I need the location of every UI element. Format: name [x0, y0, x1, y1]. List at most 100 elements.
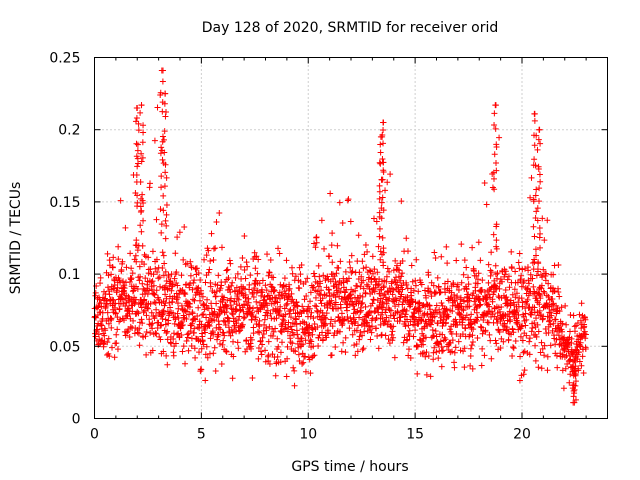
data-point [194, 313, 201, 320]
data-point [454, 281, 461, 288]
data-point [140, 122, 147, 129]
data-point [510, 344, 517, 351]
data-point [526, 335, 533, 342]
data-point [339, 220, 346, 227]
data-point [195, 284, 202, 291]
data-point [561, 334, 568, 341]
data-point [168, 287, 175, 294]
data-point [155, 275, 162, 282]
data-point [399, 258, 406, 265]
data-point [327, 300, 334, 307]
data-point [159, 264, 166, 271]
data-point [162, 235, 169, 242]
data-point [202, 377, 209, 384]
data-point [430, 332, 437, 339]
data-point [111, 354, 118, 361]
data-point [389, 328, 396, 335]
data-point [235, 345, 242, 352]
data-point [188, 264, 195, 271]
data-point [280, 317, 287, 324]
data-point [117, 197, 124, 204]
data-point [329, 323, 336, 330]
data-point [250, 293, 257, 300]
data-point [425, 285, 432, 292]
data-point [254, 304, 261, 311]
data-point [572, 378, 579, 385]
data-point [554, 322, 561, 329]
data-point [128, 265, 135, 272]
data-point [365, 283, 372, 290]
data-point [151, 299, 158, 306]
data-point [392, 257, 399, 264]
data-point [570, 387, 577, 394]
data-point [104, 339, 111, 346]
data-point [257, 348, 264, 355]
data-point [259, 277, 266, 284]
data-point [410, 309, 417, 316]
data-point [286, 281, 293, 288]
data-point [239, 321, 246, 328]
data-point [92, 333, 99, 340]
data-point [181, 289, 188, 296]
data-point [134, 308, 141, 315]
data-point [576, 358, 583, 365]
data-point [313, 234, 320, 241]
data-point [248, 336, 255, 343]
data-point [151, 291, 158, 298]
data-point [129, 270, 136, 277]
data-point [480, 317, 487, 324]
data-point [162, 291, 169, 298]
data-point [524, 300, 530, 307]
data-point [455, 304, 462, 311]
data-point [100, 341, 107, 348]
data-point [508, 248, 515, 255]
data-point [354, 283, 361, 290]
data-point [205, 247, 212, 254]
data-point [95, 320, 102, 327]
data-point [483, 201, 490, 208]
data-point [190, 279, 197, 286]
data-point [157, 283, 164, 290]
data-point [302, 353, 309, 360]
data-point [121, 317, 128, 324]
data-point [314, 308, 321, 315]
data-point [162, 268, 169, 275]
data-point [414, 370, 421, 377]
data-point [325, 330, 332, 337]
data-point [261, 296, 268, 303]
data-point [474, 276, 481, 283]
data-point [535, 166, 542, 173]
data-point [358, 273, 365, 280]
data-point [335, 305, 342, 312]
data-point [350, 302, 357, 309]
data-point [375, 243, 382, 250]
data-point [188, 342, 195, 349]
data-point [192, 354, 199, 361]
x-axis-label: GPS time / hours [291, 459, 408, 475]
data-point [216, 321, 223, 328]
data-point [357, 307, 364, 314]
data-point [336, 199, 343, 206]
grid-lines [94, 57, 608, 419]
data-point [493, 245, 500, 252]
data-point [291, 382, 298, 389]
data-point [157, 336, 164, 343]
data-point [233, 284, 240, 291]
data-point [427, 373, 434, 380]
data-point [275, 343, 282, 350]
data-point [537, 295, 544, 302]
data-point [270, 274, 277, 281]
x-tick-label: 15 [406, 427, 424, 443]
data-point [351, 320, 358, 327]
data-point [363, 264, 370, 271]
data-point [158, 173, 165, 180]
data-point [544, 353, 551, 360]
data-point [127, 250, 134, 257]
data-point [496, 134, 503, 141]
data-point [165, 274, 172, 281]
data-point [201, 256, 208, 263]
data-point [234, 270, 241, 277]
data-point [122, 295, 129, 302]
data-point [264, 251, 271, 258]
data-point [558, 328, 565, 335]
